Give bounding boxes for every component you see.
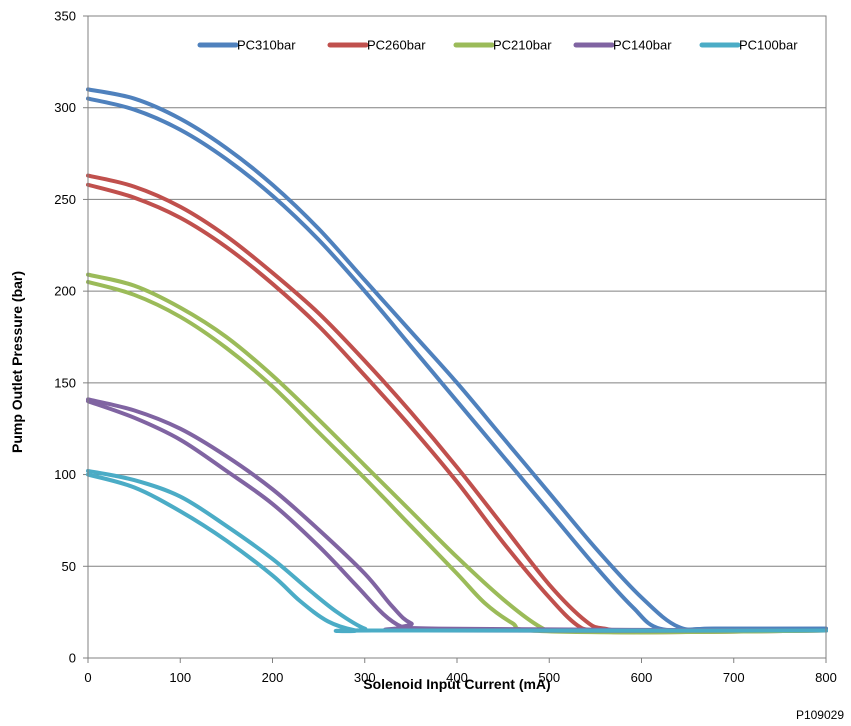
y-tick-label: 350: [54, 9, 76, 24]
x-tick-label: 200: [262, 670, 284, 685]
legend-label: PC260bar: [367, 38, 426, 53]
x-tick-label: 300: [354, 670, 376, 685]
legend-label: PC100bar: [739, 38, 798, 53]
y-tick-label: 250: [54, 192, 76, 207]
x-tick-label: 0: [84, 670, 91, 685]
y-tick-label: 50: [62, 559, 76, 574]
series-line-pc100bar-lower: [86, 472, 828, 634]
y-tick-label: 200: [54, 284, 76, 299]
y-axis-title: Pump Outlet Pressure (bar): [9, 271, 25, 453]
series-line-pc310bar-lower: [86, 96, 828, 633]
series-line-pc310bar-upper: [86, 87, 828, 632]
plot-frame: [87, 15, 827, 659]
y-tick-label: 0: [69, 651, 76, 666]
x-tick-label: 800: [815, 670, 837, 685]
y-tick-label: 300: [54, 100, 76, 115]
figure-code: P109029: [796, 708, 844, 722]
legend-label: PC310bar: [237, 38, 296, 53]
series-lines: [86, 87, 828, 635]
legend-label: PC140bar: [613, 38, 672, 53]
y-tick-label: 100: [54, 467, 76, 482]
x-tick-label: 400: [446, 670, 468, 685]
x-tick-label: 500: [538, 670, 560, 685]
y-tick-labels: 0 50 100 150 200 250 300 350: [54, 9, 76, 666]
legend: PC310bar PC260bar PC210bar PC140bar PC100bar: [197, 38, 798, 53]
x-axis-title: Solenoid Input Current (mA): [363, 676, 550, 692]
x-tick-label: 100: [169, 670, 191, 685]
x-tick-label: 700: [723, 670, 745, 685]
legend-label: PC210bar: [493, 38, 552, 53]
y-tick-label: 150: [54, 375, 76, 390]
x-tick-label: 600: [631, 670, 653, 685]
x-tick-labels: 0 100 200 300 400 500 600 700 800: [84, 670, 836, 685]
